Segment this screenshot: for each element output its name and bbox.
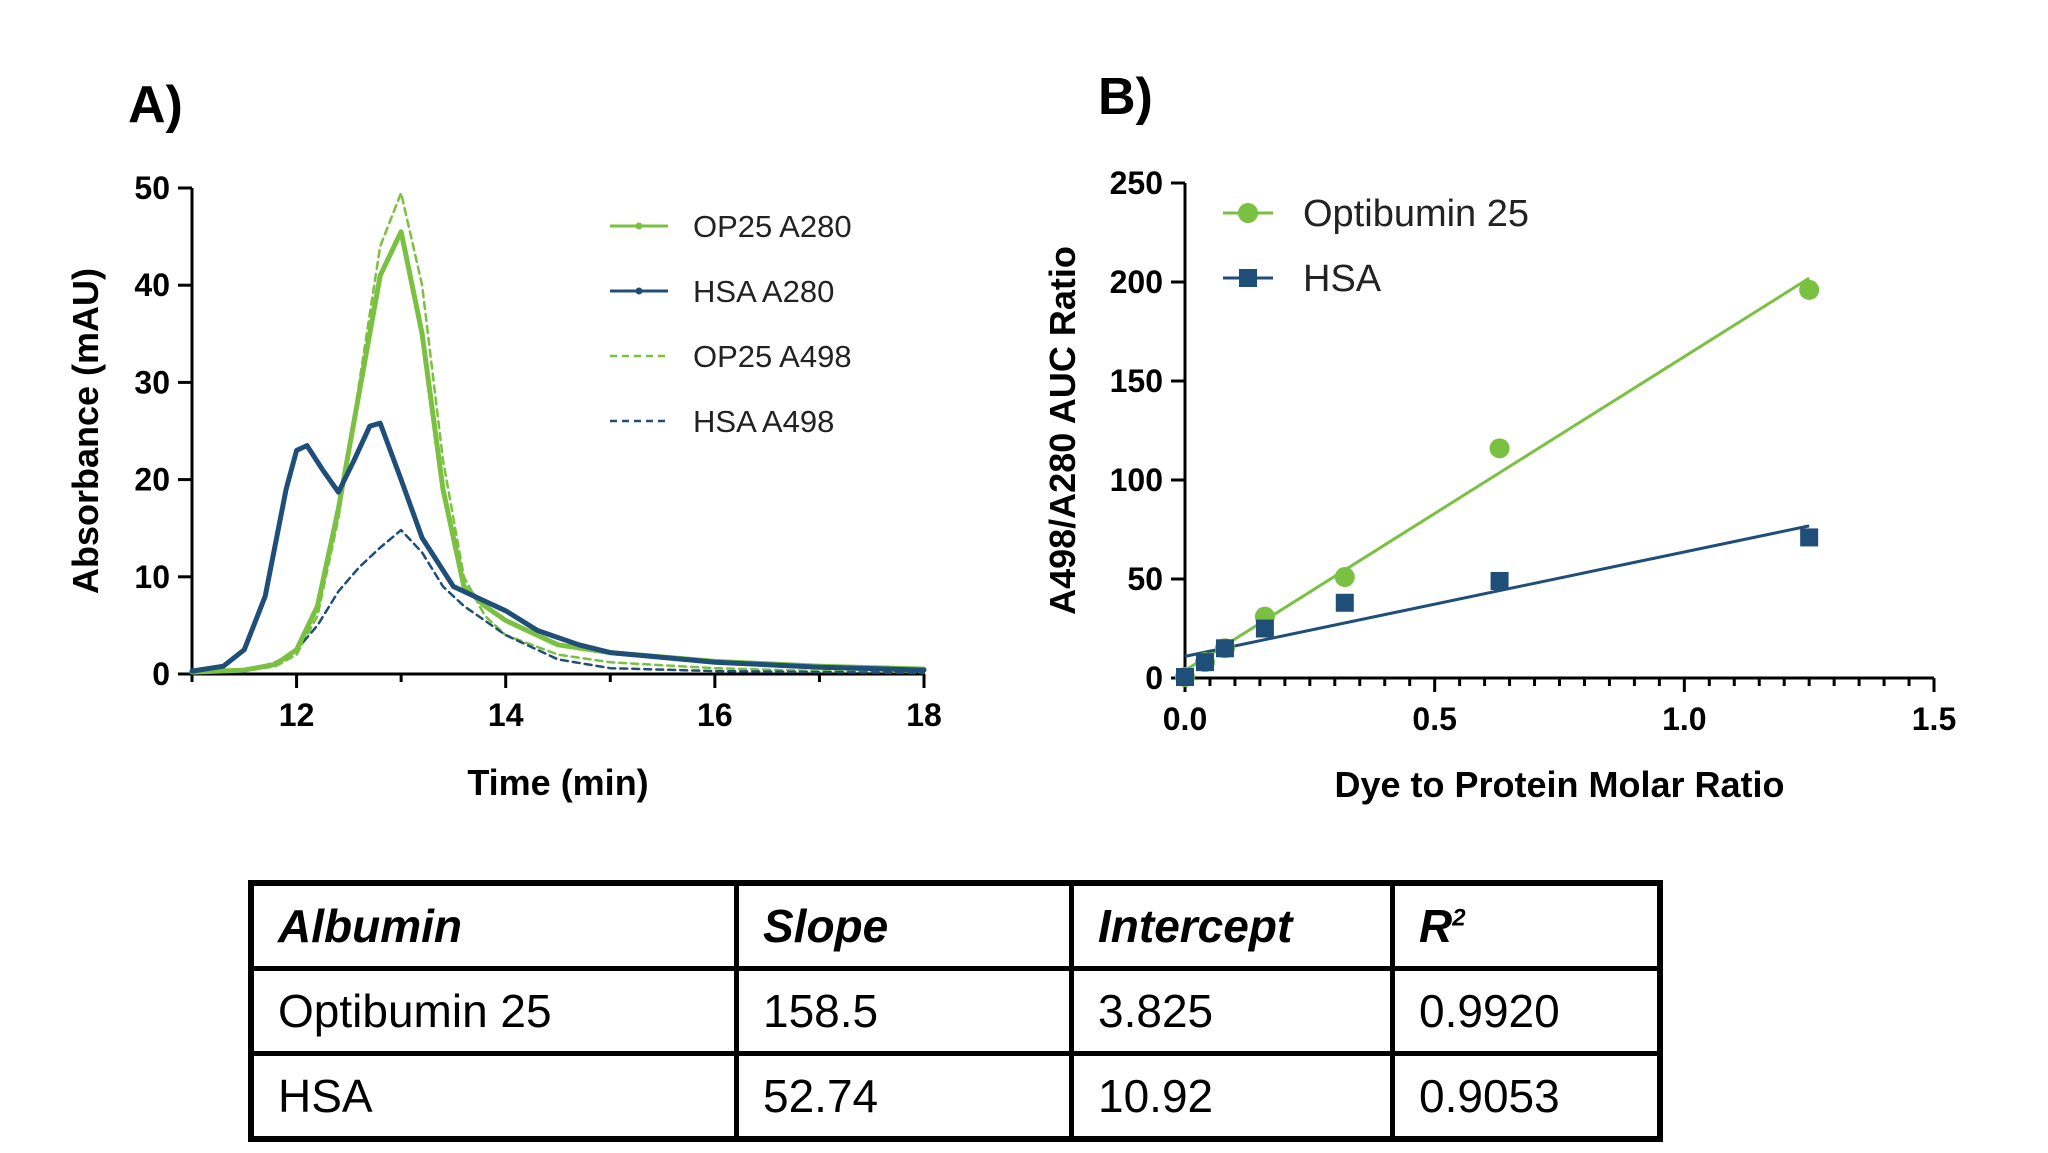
header-albumin: Albumin <box>248 880 739 971</box>
legend-label: OP25 A280 <box>693 209 852 244</box>
y-tick-label: 30 <box>134 364 170 400</box>
legend-marker <box>635 222 643 230</box>
x-tick-label: 0.5 <box>1412 701 1456 737</box>
legend-marker <box>635 287 643 295</box>
data-point <box>1255 619 1274 638</box>
panel-a-legend: OP25 A280 HSA A280 OP25 A498 HSA A498 <box>610 209 852 439</box>
header-r-superscript: 2 <box>1452 904 1466 932</box>
panel-a-x-axis-title: Time (min) <box>467 762 648 803</box>
header-intercept: Intercept <box>1069 880 1395 971</box>
cell-slope: 158.5 <box>734 966 1074 1056</box>
data-point <box>1215 639 1234 658</box>
cell-albumin: HSA <box>248 1051 739 1142</box>
cell-albumin: Optibumin 25 <box>248 966 739 1056</box>
series-line-hsa-a498 <box>190 528 926 675</box>
data-point <box>1335 593 1354 612</box>
y-tick-label: 20 <box>134 462 170 498</box>
y-tick-label: 250 <box>1110 165 1163 201</box>
cell-slope: 52.74 <box>734 1051 1074 1142</box>
table-row: HSA 52.74 10.92 0.9053 <box>248 1051 1663 1142</box>
y-tick-label: 100 <box>1110 462 1163 498</box>
x-tick-label: 14 <box>488 697 524 733</box>
data-point <box>1334 567 1355 588</box>
panel-b-y-axis-title: A498/A280 AUC Ratio <box>1042 246 1083 615</box>
panel-b-legend: Optibumin 25 HSA <box>1223 193 1529 300</box>
header-slope: Slope <box>734 880 1074 971</box>
data-point <box>1800 528 1819 547</box>
legend-marker <box>1239 269 1257 287</box>
legend-label: Optibumin 25 <box>1303 193 1529 235</box>
panel-a-label: A) <box>128 76 183 134</box>
x-tick-label: 18 <box>906 697 942 733</box>
legend-label: HSA A498 <box>693 404 834 439</box>
panel-b-ratio-plot: B) 0 50 100 150 200 250 0.0 0.5 1.0 1.5 Optibumin… <box>1042 68 1956 805</box>
x-tick-label: 12 <box>279 697 315 733</box>
y-tick-label: 50 <box>1127 561 1163 597</box>
legend-label: HSA <box>1303 258 1382 300</box>
data-point <box>1176 668 1194 687</box>
legend-label: OP25 A498 <box>693 339 852 374</box>
y-tick-label: 40 <box>134 267 170 303</box>
header-r-base: R <box>1419 900 1453 952</box>
data-point <box>1195 653 1214 672</box>
y-tick-label: 10 <box>134 559 170 595</box>
x-tick-label: 16 <box>697 697 733 733</box>
panel-a-series <box>189 191 927 675</box>
data-point <box>1799 279 1820 300</box>
panel-a-chromatogram: A) 0 10 20 30 40 50 12 14 16 18 OP25 A280 HSA A280… <box>65 76 942 803</box>
series-line-hsa-a280 <box>189 420 927 674</box>
x-tick-label: 0.0 <box>1163 701 1207 737</box>
table-header-row: Albumin Slope Intercept R2 <box>248 880 1663 971</box>
panel-b-axes: 0 50 100 150 200 250 0.0 0.5 1.0 1.5 <box>1110 165 1957 737</box>
data-point <box>1490 571 1509 590</box>
fit-line-optibumin-25 <box>1184 276 1810 672</box>
cell-r-squared: 0.9053 <box>1390 1051 1663 1142</box>
panel-a-axes: 0 10 20 30 40 50 12 14 16 18 <box>134 170 941 733</box>
y-tick-label: 0 <box>1145 660 1163 696</box>
x-tick-label: 1.0 <box>1662 701 1706 737</box>
y-tick-label: 50 <box>134 170 170 206</box>
data-point <box>1489 438 1510 459</box>
regression-table: Albumin Slope Intercept R2 Optibumin 25 … <box>248 880 1663 1142</box>
y-tick-label: 0 <box>152 656 170 692</box>
panel-b-series <box>1175 276 1820 688</box>
panel-b-label: B) <box>1098 68 1153 126</box>
table-row: Optibumin 25 158.5 3.825 0.9920 <box>248 966 1663 1056</box>
legend-marker <box>1238 203 1258 223</box>
cell-intercept: 3.825 <box>1069 966 1395 1056</box>
x-tick-label: 1.5 <box>1912 701 1956 737</box>
panel-a-y-axis-title: Absorbance (mAU) <box>65 268 106 594</box>
cell-r-squared: 0.9920 <box>1390 966 1663 1056</box>
cell-intercept: 10.92 <box>1069 1051 1395 1142</box>
series-line-op25-a498 <box>190 191 926 675</box>
panel-b-x-axis-title: Dye to Protein Molar Ratio <box>1334 764 1784 805</box>
header-r-squared: R2 <box>1390 880 1663 971</box>
y-tick-label: 150 <box>1110 363 1163 399</box>
legend-label: HSA A280 <box>693 274 834 309</box>
fit-line-hsa <box>1184 524 1810 658</box>
y-tick-label: 200 <box>1110 264 1163 300</box>
